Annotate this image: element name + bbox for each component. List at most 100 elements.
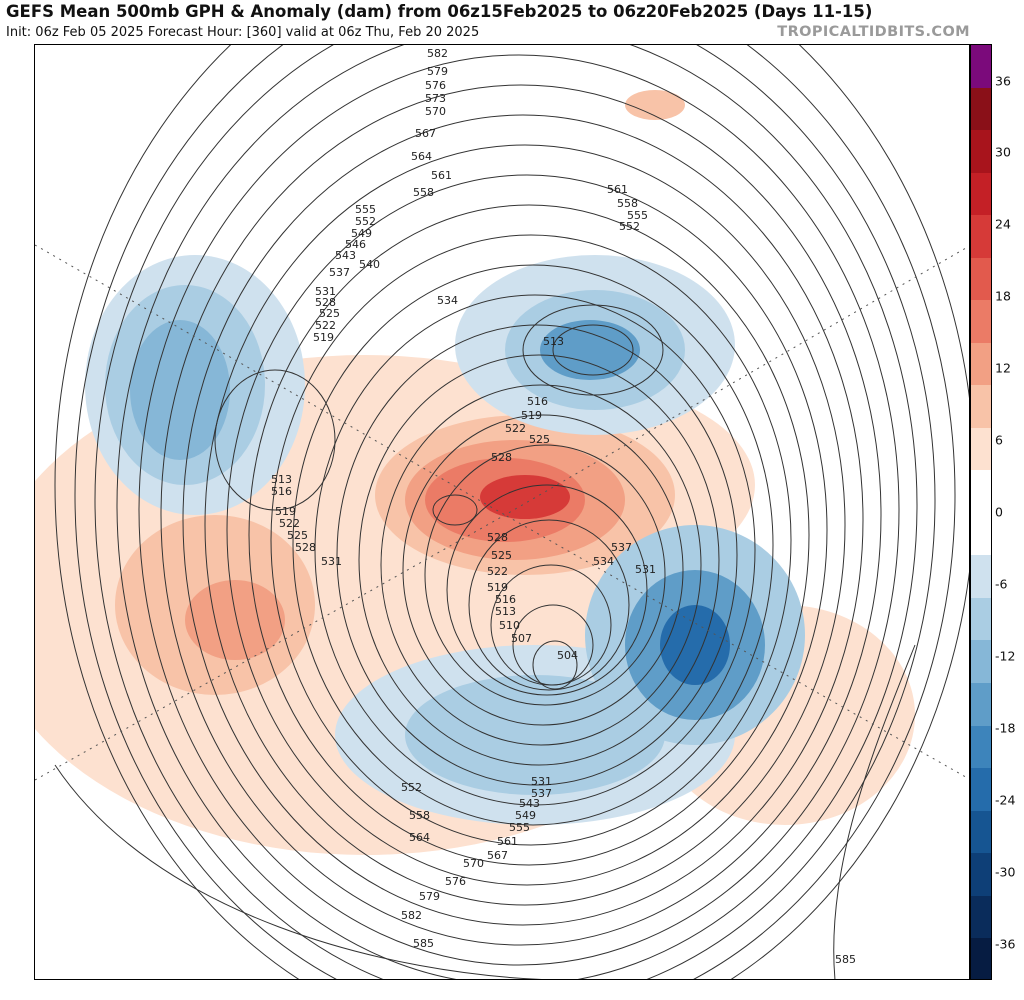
colorbar-segment bbox=[971, 300, 991, 343]
contour-label: 528 bbox=[315, 296, 336, 309]
contour-label: 519 bbox=[313, 331, 334, 344]
contour-label: 582 bbox=[427, 47, 448, 60]
contour-label: 585 bbox=[413, 937, 434, 950]
colorbar-tick-label: 24 bbox=[995, 216, 1011, 232]
contour-label: 531 bbox=[315, 285, 336, 298]
map-panel: 582 579 576 573 570 567 564 561 558 555 … bbox=[34, 44, 970, 980]
negative-anomaly-core bbox=[660, 605, 730, 685]
colorbar-segment bbox=[971, 130, 991, 173]
contour-label: 564 bbox=[409, 831, 430, 844]
contour-label: 561 bbox=[607, 183, 628, 196]
contour-label: 576 bbox=[445, 875, 466, 888]
colorbar-segment bbox=[971, 555, 991, 598]
colorbar-tick-label: -24 bbox=[995, 792, 1016, 808]
contour-label: 570 bbox=[425, 105, 446, 118]
contour-label: 534 bbox=[593, 555, 614, 568]
contour-label: 534 bbox=[437, 294, 458, 307]
contour-label: 525 bbox=[319, 307, 340, 320]
contour-label: 528 bbox=[487, 531, 508, 544]
contour-label: 531 bbox=[531, 775, 552, 788]
height-contours bbox=[54, 45, 969, 979]
chart-title: GEFS Mean 500mb GPH & Anomaly (dam) from… bbox=[6, 2, 873, 21]
contour-label: 531 bbox=[635, 563, 656, 576]
contour-label: 561 bbox=[431, 169, 452, 182]
colorbar-segment bbox=[971, 768, 991, 811]
contour-label: 516 bbox=[495, 593, 516, 606]
contour-label: 513 bbox=[543, 335, 564, 348]
colorbar-tick-label: 6 bbox=[995, 432, 1003, 448]
colorbar-segment bbox=[971, 895, 991, 939]
contour-label: 519 bbox=[521, 409, 542, 422]
colorbar-segment bbox=[971, 87, 991, 131]
contour-label: 519 bbox=[275, 505, 296, 518]
contour-label: 552 bbox=[401, 781, 422, 794]
colorbar-segment bbox=[971, 725, 991, 769]
contour-label: 516 bbox=[271, 485, 292, 498]
contour-label: 516 bbox=[527, 395, 548, 408]
colorbar-tick-label: 0 bbox=[995, 504, 1003, 520]
colorbar-segment bbox=[971, 853, 991, 896]
colorbar-tick-label: -12 bbox=[995, 648, 1016, 664]
colorbar-segment bbox=[971, 810, 991, 854]
contour-label: 522 bbox=[315, 319, 336, 332]
colorbar-segment bbox=[971, 640, 991, 683]
contour-label: 507 bbox=[511, 632, 532, 645]
contour-label: 543 bbox=[335, 249, 356, 262]
contour-label: 543 bbox=[519, 797, 540, 810]
contour-label: 525 bbox=[287, 529, 308, 542]
contour-label: 552 bbox=[619, 220, 640, 233]
colorbar-segment bbox=[971, 512, 991, 556]
colorbar-segment bbox=[971, 257, 991, 301]
contour-label: 555 bbox=[509, 821, 530, 834]
contour-label: 546 bbox=[345, 238, 366, 251]
positive-anomaly-core bbox=[480, 475, 570, 519]
colorbar-tick-label: -36 bbox=[995, 936, 1016, 952]
contour-label: 540 bbox=[359, 258, 380, 271]
colorbar-segment bbox=[971, 172, 991, 216]
colorbar-segment bbox=[971, 938, 991, 979]
contour-label: 573 bbox=[425, 92, 446, 105]
colorbar-segment bbox=[971, 597, 991, 641]
contour-label: 555 bbox=[355, 203, 376, 216]
contour-label: 579 bbox=[427, 65, 448, 78]
contour-label: 549 bbox=[515, 809, 536, 822]
contour-label: 528 bbox=[295, 541, 316, 554]
contour-label: 537 bbox=[329, 266, 350, 279]
colorbar-segment bbox=[971, 427, 991, 471]
colorbar-tick-label: -18 bbox=[995, 720, 1016, 736]
contour-label: 585 bbox=[835, 953, 856, 966]
colorbar-segment bbox=[971, 342, 991, 386]
colorbar-tick-label: -30 bbox=[995, 864, 1016, 880]
contour-label: 522 bbox=[505, 422, 526, 435]
contour-label: 537 bbox=[611, 541, 632, 554]
contour-label: 558 bbox=[413, 186, 434, 199]
source-credit: TROPICALTIDBITS.COM bbox=[777, 24, 970, 40]
colorbar-tick-label: -6 bbox=[995, 576, 1008, 592]
contour-label: 582 bbox=[401, 909, 422, 922]
anomaly-shading bbox=[35, 90, 915, 855]
contour-label: 525 bbox=[529, 433, 550, 446]
contour-label: 567 bbox=[487, 849, 508, 862]
colorbar-tick-label: 30 bbox=[995, 144, 1011, 160]
chart-subtitle: Init: 06z Feb 05 2025 Forecast Hour: [36… bbox=[6, 25, 480, 40]
contour-label: 558 bbox=[409, 809, 430, 822]
contour-label: 522 bbox=[279, 517, 300, 530]
contour-label: 504 bbox=[557, 649, 578, 662]
contour-label: 531 bbox=[321, 555, 342, 568]
colorbar-segment bbox=[971, 45, 991, 88]
contour-label: 522 bbox=[487, 565, 508, 578]
contour-label: 576 bbox=[425, 79, 446, 92]
contour-label: 513 bbox=[271, 473, 292, 486]
colorbar-tick-label: 36 bbox=[995, 73, 1011, 89]
contour-585 bbox=[54, 644, 916, 979]
colorbar-segment bbox=[971, 215, 991, 258]
contour-label: 561 bbox=[497, 835, 518, 848]
anomaly-map: 582 579 576 573 570 567 564 561 558 555 … bbox=[35, 45, 969, 979]
contour-label: 525 bbox=[491, 549, 512, 562]
contour-label: 552 bbox=[355, 215, 376, 228]
contour-label: 549 bbox=[351, 227, 372, 240]
contour-label: 519 bbox=[487, 581, 508, 594]
contour-label: 570 bbox=[463, 857, 484, 870]
contour-label: 558 bbox=[617, 197, 638, 210]
contour-label: 513 bbox=[495, 605, 516, 618]
